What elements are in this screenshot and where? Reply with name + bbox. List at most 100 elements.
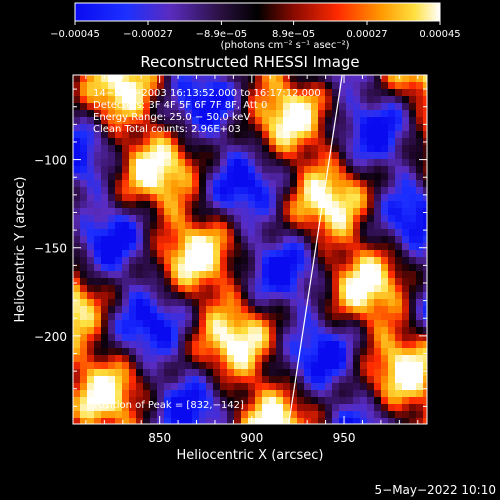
heatmap-cell (143, 201, 151, 209)
heatmap-cell (311, 327, 319, 335)
heatmap-cell (87, 306, 95, 314)
heatmap-cell (136, 355, 144, 363)
heatmap-cell (108, 383, 116, 391)
heatmap-cell (388, 152, 396, 160)
heatmap-cell (220, 117, 228, 125)
heatmap-cell (318, 173, 326, 181)
heatmap-cell (353, 250, 361, 258)
heatmap-cell (115, 257, 123, 265)
heatmap-cell (360, 187, 368, 195)
heatmap-cell (339, 278, 347, 286)
heatmap-cell (318, 138, 326, 146)
heatmap-cell (255, 173, 263, 181)
heatmap-cell (94, 117, 102, 125)
heatmap-cell (248, 369, 256, 377)
heatmap-cell (318, 264, 326, 272)
heatmap-cell (381, 159, 389, 167)
heatmap-cell (381, 187, 389, 195)
heatmap-cell (395, 355, 403, 363)
heatmap-cell (290, 292, 298, 300)
heatmap-cell (297, 159, 305, 167)
heatmap-cell (129, 75, 137, 83)
heatmap-cell (178, 390, 186, 398)
heatmap-cell (402, 411, 410, 419)
heatmap-cell (311, 376, 319, 384)
heatmap-cell (136, 173, 144, 181)
heatmap-cell (199, 82, 207, 90)
heatmap-cell (164, 327, 172, 335)
heatmap-cell (367, 103, 375, 111)
heatmap-cell (374, 292, 382, 300)
heatmap-cell (374, 299, 382, 307)
heatmap-cell (94, 96, 102, 104)
heatmap-cell (143, 411, 151, 419)
heatmap-cell (388, 341, 396, 349)
heatmap-cell (178, 110, 186, 118)
heatmap-cell (87, 236, 95, 244)
heatmap-cell (234, 278, 242, 286)
heatmap-cell (101, 117, 109, 125)
heatmap-cell (409, 243, 417, 251)
heatmap-cell (353, 257, 361, 265)
heatmap-cell (416, 355, 424, 363)
heatmap-cell (129, 397, 137, 405)
heatmap-cell (129, 320, 137, 328)
heatmap-cell (248, 229, 256, 237)
heatmap-cell (192, 341, 200, 349)
heatmap-cell (262, 397, 270, 405)
heatmap-cell (269, 194, 277, 202)
heatmap-cell (262, 89, 270, 97)
heatmap-cell (388, 110, 396, 118)
heatmap-cell (290, 257, 298, 265)
heatmap-cell (395, 124, 403, 132)
heatmap-cell (423, 306, 427, 314)
heatmap-cell (171, 285, 179, 293)
heatmap-cell (122, 110, 130, 118)
heatmap-cell (360, 418, 368, 424)
heatmap-cell (150, 376, 158, 384)
heatmap-cell (171, 250, 179, 258)
heatmap-cell (248, 159, 256, 167)
heatmap-cell (87, 222, 95, 230)
heatmap-cell (423, 236, 427, 244)
heatmap-cell (409, 334, 417, 342)
heatmap-cell (332, 348, 340, 356)
heatmap-cell (171, 299, 179, 307)
heatmap-cell (416, 215, 424, 223)
heatmap-cell (73, 82, 81, 90)
heatmap-cell (248, 138, 256, 146)
heatmap-cell (297, 348, 305, 356)
heatmap-cell (164, 124, 172, 132)
heatmap-cell (304, 292, 312, 300)
heatmap-cell (73, 278, 81, 286)
heatmap-cell (269, 215, 277, 223)
heatmap-cell (311, 355, 319, 363)
heatmap-cell (325, 313, 333, 321)
heatmap-cell (220, 110, 228, 118)
heatmap-cell (367, 187, 375, 195)
heatmap-cell (283, 418, 291, 424)
heatmap-cell (381, 243, 389, 251)
heatmap-cell (276, 355, 284, 363)
heatmap-cell (143, 187, 151, 195)
heatmap-cell (206, 383, 214, 391)
heatmap-cell (171, 75, 179, 83)
heatmap-cell (416, 117, 424, 125)
heatmap-cell (115, 75, 123, 83)
heatmap-cell (388, 355, 396, 363)
heatmap-cell (241, 334, 249, 342)
heatmap-cell (129, 271, 137, 279)
heatmap-cell (185, 397, 193, 405)
heatmap-cell (206, 82, 214, 90)
heatmap-cell (346, 82, 354, 90)
heatmap-cell (388, 166, 396, 174)
heatmap-cell (73, 243, 81, 251)
heatmap-cell (171, 355, 179, 363)
heatmap-cell (164, 187, 172, 195)
heatmap-cell (150, 236, 158, 244)
heatmap-cell (248, 201, 256, 209)
heatmap-cell (311, 313, 319, 321)
heatmap-cell (157, 390, 165, 398)
heatmap-cell (360, 215, 368, 223)
heatmap-cell (129, 201, 137, 209)
